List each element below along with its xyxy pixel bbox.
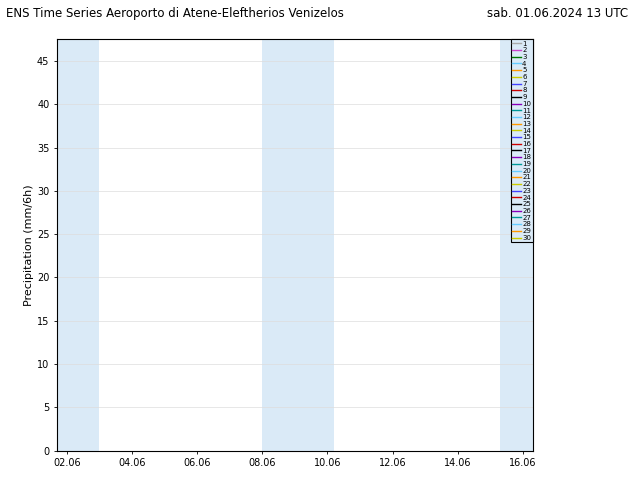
Text: sab. 01.06.2024 13 UTC: sab. 01.06.2024 13 UTC — [486, 7, 628, 21]
Legend: 1, 2, 3, 4, 5, 6, 7, 8, 9, 10, 11, 12, 13, 14, 15, 16, 17, 18, 19, 20, 21, 22, 2: 1, 2, 3, 4, 5, 6, 7, 8, 9, 10, 11, 12, 1… — [511, 39, 533, 242]
Bar — [57, 39, 100, 451]
Y-axis label: Precipitation (mm/6h): Precipitation (mm/6h) — [24, 184, 34, 306]
Bar — [500, 39, 533, 451]
Bar — [262, 39, 334, 451]
Text: ENS Time Series Aeroporto di Atene-Eleftherios Venizelos: ENS Time Series Aeroporto di Atene-Eleft… — [6, 7, 344, 21]
